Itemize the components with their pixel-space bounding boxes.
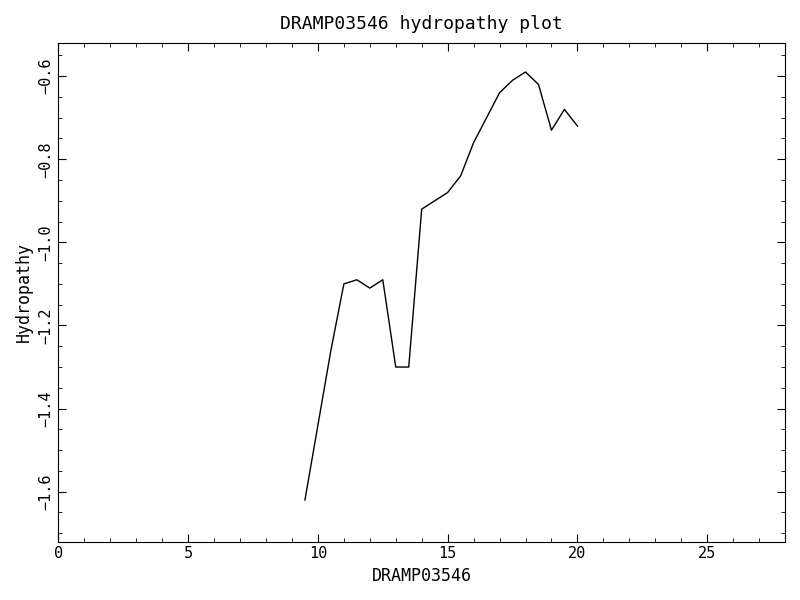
X-axis label: DRAMP03546: DRAMP03546 — [372, 567, 472, 585]
Title: DRAMP03546 hydropathy plot: DRAMP03546 hydropathy plot — [280, 15, 563, 33]
Y-axis label: Hydropathy: Hydropathy — [15, 242, 33, 342]
